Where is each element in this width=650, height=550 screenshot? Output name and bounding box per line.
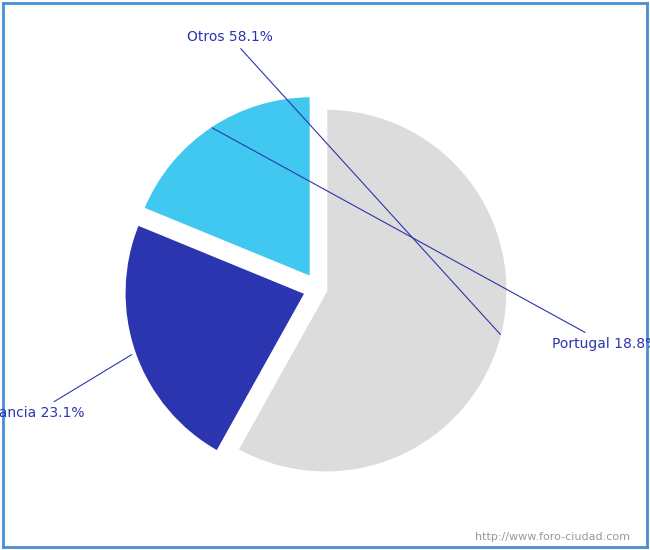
Text: Otros 58.1%: Otros 58.1% xyxy=(187,30,500,334)
Wedge shape xyxy=(237,108,508,473)
Text: Setenil de las Bodegas - Turistas extranjeros según país - Abril de 2024: Setenil de las Bodegas - Turistas extran… xyxy=(29,18,621,34)
Text: Francia 23.1%: Francia 23.1% xyxy=(0,355,132,420)
Text: http://www.foro-ciudad.com: http://www.foro-ciudad.com xyxy=(476,532,630,542)
Wedge shape xyxy=(142,96,311,278)
Wedge shape xyxy=(124,224,306,453)
Text: Portugal 18.8%: Portugal 18.8% xyxy=(212,128,650,350)
